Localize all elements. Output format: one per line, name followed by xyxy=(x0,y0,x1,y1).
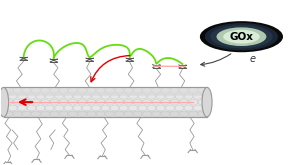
Ellipse shape xyxy=(223,30,260,44)
Text: GOx: GOx xyxy=(230,32,253,42)
Ellipse shape xyxy=(205,23,278,50)
Ellipse shape xyxy=(202,87,212,117)
Text: e: e xyxy=(250,54,256,64)
Ellipse shape xyxy=(210,25,273,48)
Ellipse shape xyxy=(217,27,266,46)
Ellipse shape xyxy=(0,87,9,117)
Ellipse shape xyxy=(200,21,283,52)
Bar xyxy=(3,87,207,117)
